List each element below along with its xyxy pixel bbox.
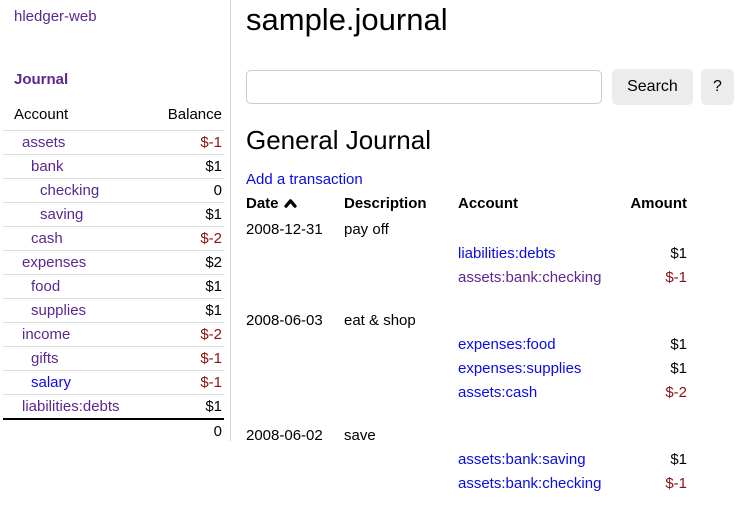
posting-account-link[interactable]: assets:bank:checking bbox=[458, 474, 602, 492]
posting-amount: $1 bbox=[670, 244, 687, 262]
posting-amount: $-1 bbox=[665, 474, 687, 492]
posting-row: assets:cash $-2 bbox=[246, 380, 687, 404]
transaction-title-row: 2008-06-02 save bbox=[246, 423, 687, 447]
account-link[interactable]: liabilities:debts bbox=[22, 398, 120, 415]
txn-description: eat & shop bbox=[344, 311, 416, 329]
account-row: saving $1 bbox=[3, 203, 224, 227]
account-balance: $1 bbox=[205, 302, 222, 319]
txn-description: save bbox=[344, 426, 376, 444]
posting-row: expenses:food $1 bbox=[246, 332, 687, 356]
account-balance: 0 bbox=[213, 182, 222, 199]
account-link[interactable]: gifts bbox=[31, 350, 59, 367]
account-balance: $1 bbox=[205, 398, 222, 415]
account-row: salary $-1 bbox=[3, 371, 224, 395]
posting-account-link[interactable]: expenses:food bbox=[458, 335, 556, 353]
account-link[interactable]: assets bbox=[22, 134, 66, 151]
journal-heading: General Journal bbox=[246, 125, 431, 155]
posting-row: assets:bank:checking $-1 bbox=[246, 265, 687, 289]
txn-date: 2008-12-31 bbox=[246, 220, 323, 238]
account-link[interactable]: bank bbox=[31, 158, 64, 175]
main-content: sample.journal Search ? General Journal … bbox=[232, 0, 742, 514]
accounts-total-row: 0 bbox=[3, 418, 224, 442]
account-row: liabilities:debts $1 bbox=[3, 395, 224, 419]
posting-account-link[interactable]: assets:cash bbox=[458, 383, 538, 401]
account-link[interactable]: supplies bbox=[31, 302, 87, 319]
account-link[interactable]: saving bbox=[40, 206, 84, 223]
journal-table: Date Description Account Amount 2008-12-… bbox=[246, 195, 687, 495]
account-link[interactable]: income bbox=[22, 326, 71, 343]
accounts-header-account: Account bbox=[14, 106, 69, 123]
sort-caret-up-icon bbox=[283, 199, 297, 208]
posting-account-link[interactable]: expenses:supplies bbox=[458, 359, 582, 377]
txn-date: 2008-06-03 bbox=[246, 311, 323, 329]
account-balance: $-1 bbox=[200, 350, 222, 367]
journal-header-date[interactable]: Date bbox=[246, 195, 344, 213]
help-button[interactable]: ? bbox=[700, 69, 734, 105]
sidebar-journal-heading: Journal bbox=[14, 71, 69, 88]
account-row: assets $-1 bbox=[3, 131, 224, 155]
transaction-title-row: 2008-06-03 eat & shop bbox=[246, 308, 687, 332]
accounts-table-header: Account Balance bbox=[3, 106, 224, 131]
account-row: income $-2 bbox=[3, 323, 224, 347]
account-link[interactable]: expenses bbox=[22, 254, 87, 271]
journal-header-amount: Amount bbox=[630, 195, 687, 212]
account-row: gifts $-1 bbox=[3, 347, 224, 371]
transaction: 2008-12-31 pay off liabilities:debts $1 … bbox=[246, 217, 687, 289]
account-balance: $-2 bbox=[200, 230, 222, 247]
account-balance: $1 bbox=[205, 278, 222, 295]
account-row: food $1 bbox=[3, 275, 224, 299]
account-link[interactable]: checking bbox=[40, 182, 100, 199]
posting-account-link[interactable]: liabilities:debts bbox=[458, 244, 556, 262]
account-balance: $1 bbox=[205, 158, 222, 175]
txn-date: 2008-06-02 bbox=[246, 426, 323, 444]
posting-row: liabilities:debts $1 bbox=[246, 241, 687, 265]
account-balance: $1 bbox=[205, 206, 222, 223]
accounts-list: assets $-1 bank $1 checking 0 saving $1 … bbox=[3, 131, 224, 419]
transaction-title-row: 2008-12-31 pay off bbox=[246, 217, 687, 241]
page-title: sample.journal bbox=[246, 2, 448, 37]
accounts-table: Account Balance assets $-1 bank $1 check… bbox=[3, 106, 224, 442]
posting-amount: $1 bbox=[670, 359, 687, 377]
account-row: checking 0 bbox=[3, 179, 224, 203]
search-button[interactable]: Search bbox=[612, 69, 693, 105]
app-brand-link[interactable]: hledger-web bbox=[14, 8, 97, 25]
account-row: bank $1 bbox=[3, 155, 224, 179]
journal-header-date-label: Date bbox=[246, 195, 279, 212]
search-input[interactable] bbox=[246, 70, 603, 104]
accounts-total-value: 0 bbox=[213, 422, 222, 440]
search-form: Search ? bbox=[246, 69, 734, 105]
account-balance: $-1 bbox=[200, 134, 222, 151]
posting-amount: $-2 bbox=[665, 383, 687, 401]
transaction: 2008-06-03 eat & shop expenses:food $1 e… bbox=[246, 308, 687, 404]
transaction: 2008-06-02 save assets:bank:saving $1 as… bbox=[246, 423, 687, 495]
account-link[interactable]: salary bbox=[31, 374, 72, 391]
sidebar: hledger-web Journal Account Balance asse… bbox=[0, 0, 231, 441]
accounts-header-balance: Balance bbox=[167, 106, 222, 123]
posting-amount: $1 bbox=[670, 335, 687, 353]
account-balance: $2 bbox=[205, 254, 222, 271]
account-row: cash $-2 bbox=[3, 227, 224, 251]
posting-amount: $1 bbox=[670, 450, 687, 468]
posting-row: expenses:supplies $1 bbox=[246, 356, 687, 380]
journal-header-account: Account bbox=[458, 195, 518, 212]
account-balance: $-2 bbox=[200, 326, 222, 343]
journal-table-header: Date Description Account Amount bbox=[246, 195, 687, 217]
posting-account-link[interactable]: assets:bank:checking bbox=[458, 268, 602, 286]
posting-row: assets:bank:saving $1 bbox=[246, 447, 687, 471]
account-link[interactable]: food bbox=[31, 278, 61, 295]
transactions-list: 2008-12-31 pay off liabilities:debts $1 … bbox=[246, 217, 687, 495]
posting-row: assets:bank:checking $-1 bbox=[246, 471, 687, 495]
account-link[interactable]: cash bbox=[31, 230, 63, 247]
account-row: supplies $1 bbox=[3, 299, 224, 323]
txn-description: pay off bbox=[344, 220, 389, 238]
account-balance: $-1 bbox=[200, 374, 222, 391]
journal-header-description: Description bbox=[344, 195, 427, 212]
posting-amount: $-1 bbox=[665, 268, 687, 286]
posting-account-link[interactable]: assets:bank:saving bbox=[458, 450, 586, 468]
add-transaction-link[interactable]: Add a transaction bbox=[246, 171, 363, 188]
account-row: expenses $2 bbox=[3, 251, 224, 275]
